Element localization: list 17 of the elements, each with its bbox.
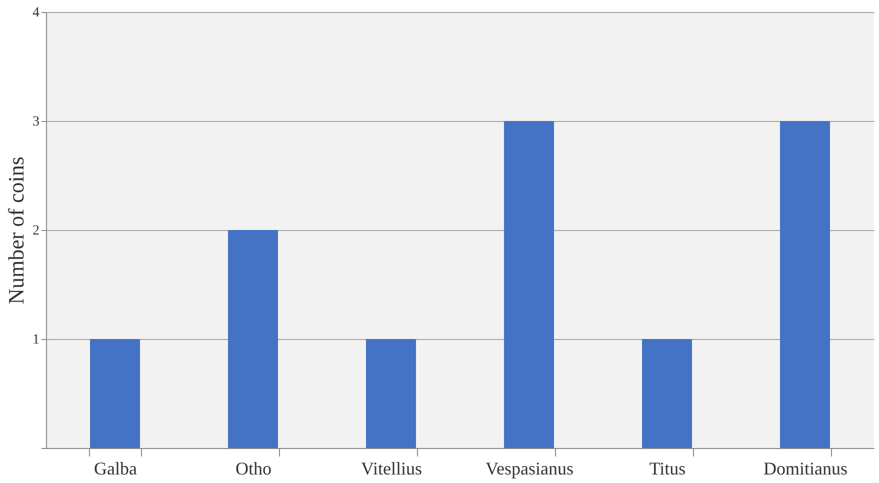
bar bbox=[90, 339, 140, 448]
bar bbox=[504, 121, 554, 448]
x-tick-label: Galba bbox=[94, 458, 137, 478]
x-tick-label: Vespasianus bbox=[486, 458, 574, 478]
x-tick-label: Domitianus bbox=[764, 458, 848, 478]
bar bbox=[366, 339, 416, 448]
x-tick-label: Titus bbox=[649, 458, 686, 478]
y-axis-title: Number of coins bbox=[4, 156, 28, 304]
y-tick-label: 2 bbox=[32, 224, 40, 238]
x-tick-label: Otho bbox=[236, 458, 272, 478]
y-tick-label: 4 bbox=[32, 6, 40, 20]
x-tick-label: Vitellius bbox=[361, 458, 422, 478]
bar bbox=[780, 121, 830, 448]
bar bbox=[228, 230, 278, 448]
y-tick-label: 1 bbox=[32, 332, 40, 348]
y-tick-label: 3 bbox=[32, 114, 40, 130]
bar bbox=[642, 339, 692, 448]
